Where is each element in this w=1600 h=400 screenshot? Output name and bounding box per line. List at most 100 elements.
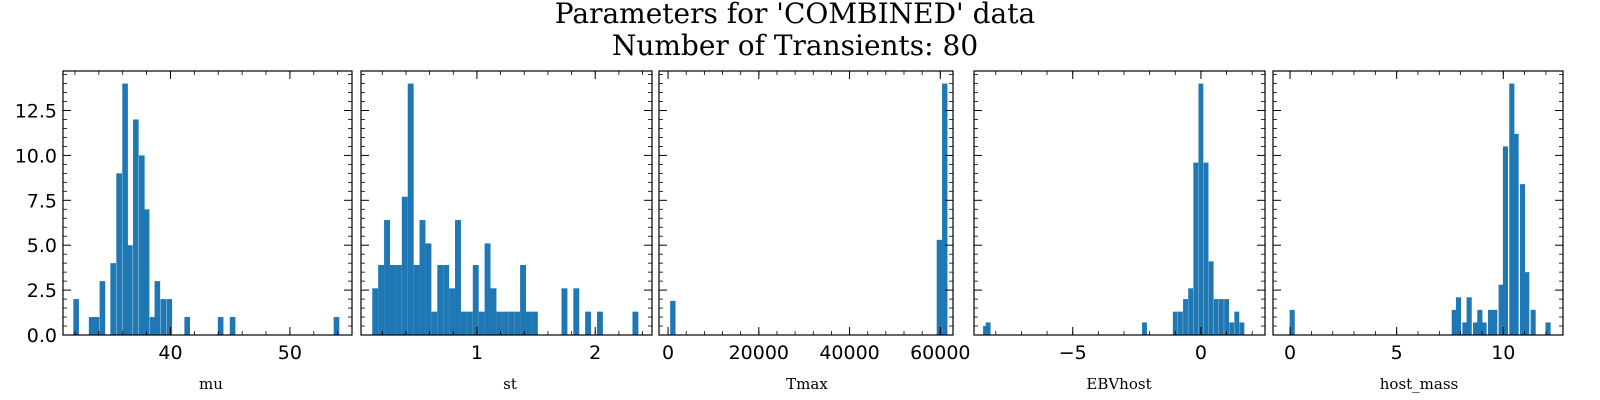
panel-ebvhost: −5 0 EBVhost [973,70,1266,393]
panel-tmax-bars [670,83,948,335]
panel-host-mass-xlabel: host_mass [1380,375,1458,393]
panel-mu-bar-9 [139,155,145,335]
panel-st-bar-9 [425,243,432,335]
panel-mu-frame [62,70,353,336]
panel-ebvhost-xlabel: EBVhost [1086,375,1151,393]
panel-ebvhost-bar-10 [1208,261,1214,335]
panel-mu-bar-13 [160,299,167,335]
panel-host-mass-xtick-label-0: 0 [1284,342,1296,364]
panel-st-frame [360,70,653,336]
panel-mu-bar-8 [133,119,139,336]
panel-st-bar-2 [384,220,390,335]
ytick-label-5: 12.5 [15,101,57,123]
panel-host-mass-bar-11 [1502,146,1508,335]
panel-tmax-xtick-label-0: 0 [662,342,674,364]
panel-mu-xlabel: mu [199,375,223,393]
panel-host-mass-bar-9 [1492,309,1498,335]
panel-tmax-xtick-label-3: 60000 [910,342,970,364]
panel-st-xtick-label-1: 2 [589,342,601,364]
panel-host-mass-xtick-label-1: 5 [1391,342,1403,364]
panel-host-mass-bar-6 [1477,309,1483,335]
panel-host-mass-bar-0 [1289,309,1295,335]
panel-host-mass-bar-16 [1530,309,1536,335]
panel-tmax-bar-0 [670,300,676,335]
panel-st-bar-26 [526,311,532,335]
panel-host-mass-bar-12 [1509,83,1515,335]
panel-host-mass-bar-13 [1513,133,1519,335]
panel-st-bar-13 [449,288,456,335]
panel-st-bar-17 [472,264,479,335]
panel-tmax-bar-2 [942,83,948,335]
panel-mu-bar-3 [99,281,106,335]
ytick-label-3: 7.5 [27,190,57,212]
panel-host-mass-bar-15 [1524,272,1530,335]
panel-mu-bar-16 [217,317,224,335]
panel-tmax-xtick-label-1: 20000 [729,342,789,364]
panel-host-mass-bar-2 [1455,297,1462,335]
panel-tmax-axes: 0 20000 40000 60000 [658,70,971,364]
panel-st-bar-32 [632,311,639,335]
panel-mu-bar-15 [184,317,190,335]
panel-st-bar-21 [496,311,503,335]
panel-ebvhost-bar-0 [983,326,988,335]
panel-mu-bar-17 [229,317,236,335]
panel-host-mass-axes: 0 5 10 [1272,70,1564,364]
panel-mu-bar-12 [154,281,161,335]
figure-title: Parameters for 'COMBINED' data [555,0,1035,30]
panel-mu-bar-1 [88,317,95,335]
panel-mu-bar-11 [149,317,156,335]
panel-ebvhost-bar-7 [1193,162,1199,335]
panel-st-bar-6 [407,83,414,335]
panel-st-bar-14 [455,220,461,335]
panel-host-mass-bar-8 [1487,309,1494,335]
panel-host-mass-bar-3 [1462,322,1468,335]
panel-ebvhost-bar-4 [1177,311,1183,335]
panel-st-bar-27 [531,311,538,335]
panel-st-bar-15 [460,311,467,335]
panel-ebvhost-bar-16 [1239,322,1245,335]
panel-st-xlabel: st [503,375,517,393]
panel-st-bar-18 [478,311,485,335]
panel-ebvhost-bar-11 [1213,299,1219,335]
panel-ebvhost-bar-9 [1203,162,1209,335]
panel-tmax-xlabel: Tmax [786,375,828,393]
panel-tmax-bar-1 [936,239,943,335]
panel-host-mass-bar-1 [1451,309,1457,335]
panel-st-bar-12 [443,264,450,335]
panel-mu-bar-5 [116,173,122,335]
panel-mu-bars [73,83,340,336]
panel-host-mass-bars [1289,83,1551,335]
panel-st-bar-19 [484,243,491,335]
panel-st-bar-8 [419,220,426,335]
panel-mu-xtick-label-0: 40 [158,342,182,364]
panel-st-bar-0 [372,288,379,335]
panel-tmax-xtick-label-2: 40000 [819,342,879,364]
panel-st-bar-23 [508,311,515,335]
panel-host-mass-xtick-label-2: 10 [1491,342,1515,364]
panel-st-bar-29 [573,288,580,335]
panel-host-mass-bar-17 [1545,322,1551,335]
ytick-label-1: 2.5 [27,280,57,302]
panel-ebvhost-bars [983,83,1245,335]
panel-st-bar-25 [520,264,527,335]
panel-ebvhost-xtick-label-0: −5 [1059,342,1087,364]
panel-mu-bar-0 [73,299,79,335]
panel-mu-xtick-label-1: 50 [278,342,302,364]
panel-ebvhost-bar-1 [985,322,991,335]
panel-st-bar-10 [431,311,438,335]
panel-ebvhost-bar-13 [1224,299,1229,335]
panel-tmax-frame [658,70,954,336]
panel-mu-axes: 40 50 0.0 2.5 5.0 7.5 10.0 12.5 [15,70,353,364]
panel-st-bar-22 [502,311,509,335]
panel-ebvhost-bar-6 [1188,288,1194,335]
panel-st-bar-30 [585,311,592,335]
panel-mu-bar-10 [143,209,150,335]
panel-st-xtick-label-0: 1 [471,342,483,364]
panel-st-bars [372,83,639,335]
panel-ebvhost-bar-15 [1234,311,1240,335]
panel-ebvhost-bar-8 [1198,83,1204,335]
panel-host-mass-bar-7 [1481,322,1487,335]
ytick-label-0: 0.0 [27,325,57,347]
